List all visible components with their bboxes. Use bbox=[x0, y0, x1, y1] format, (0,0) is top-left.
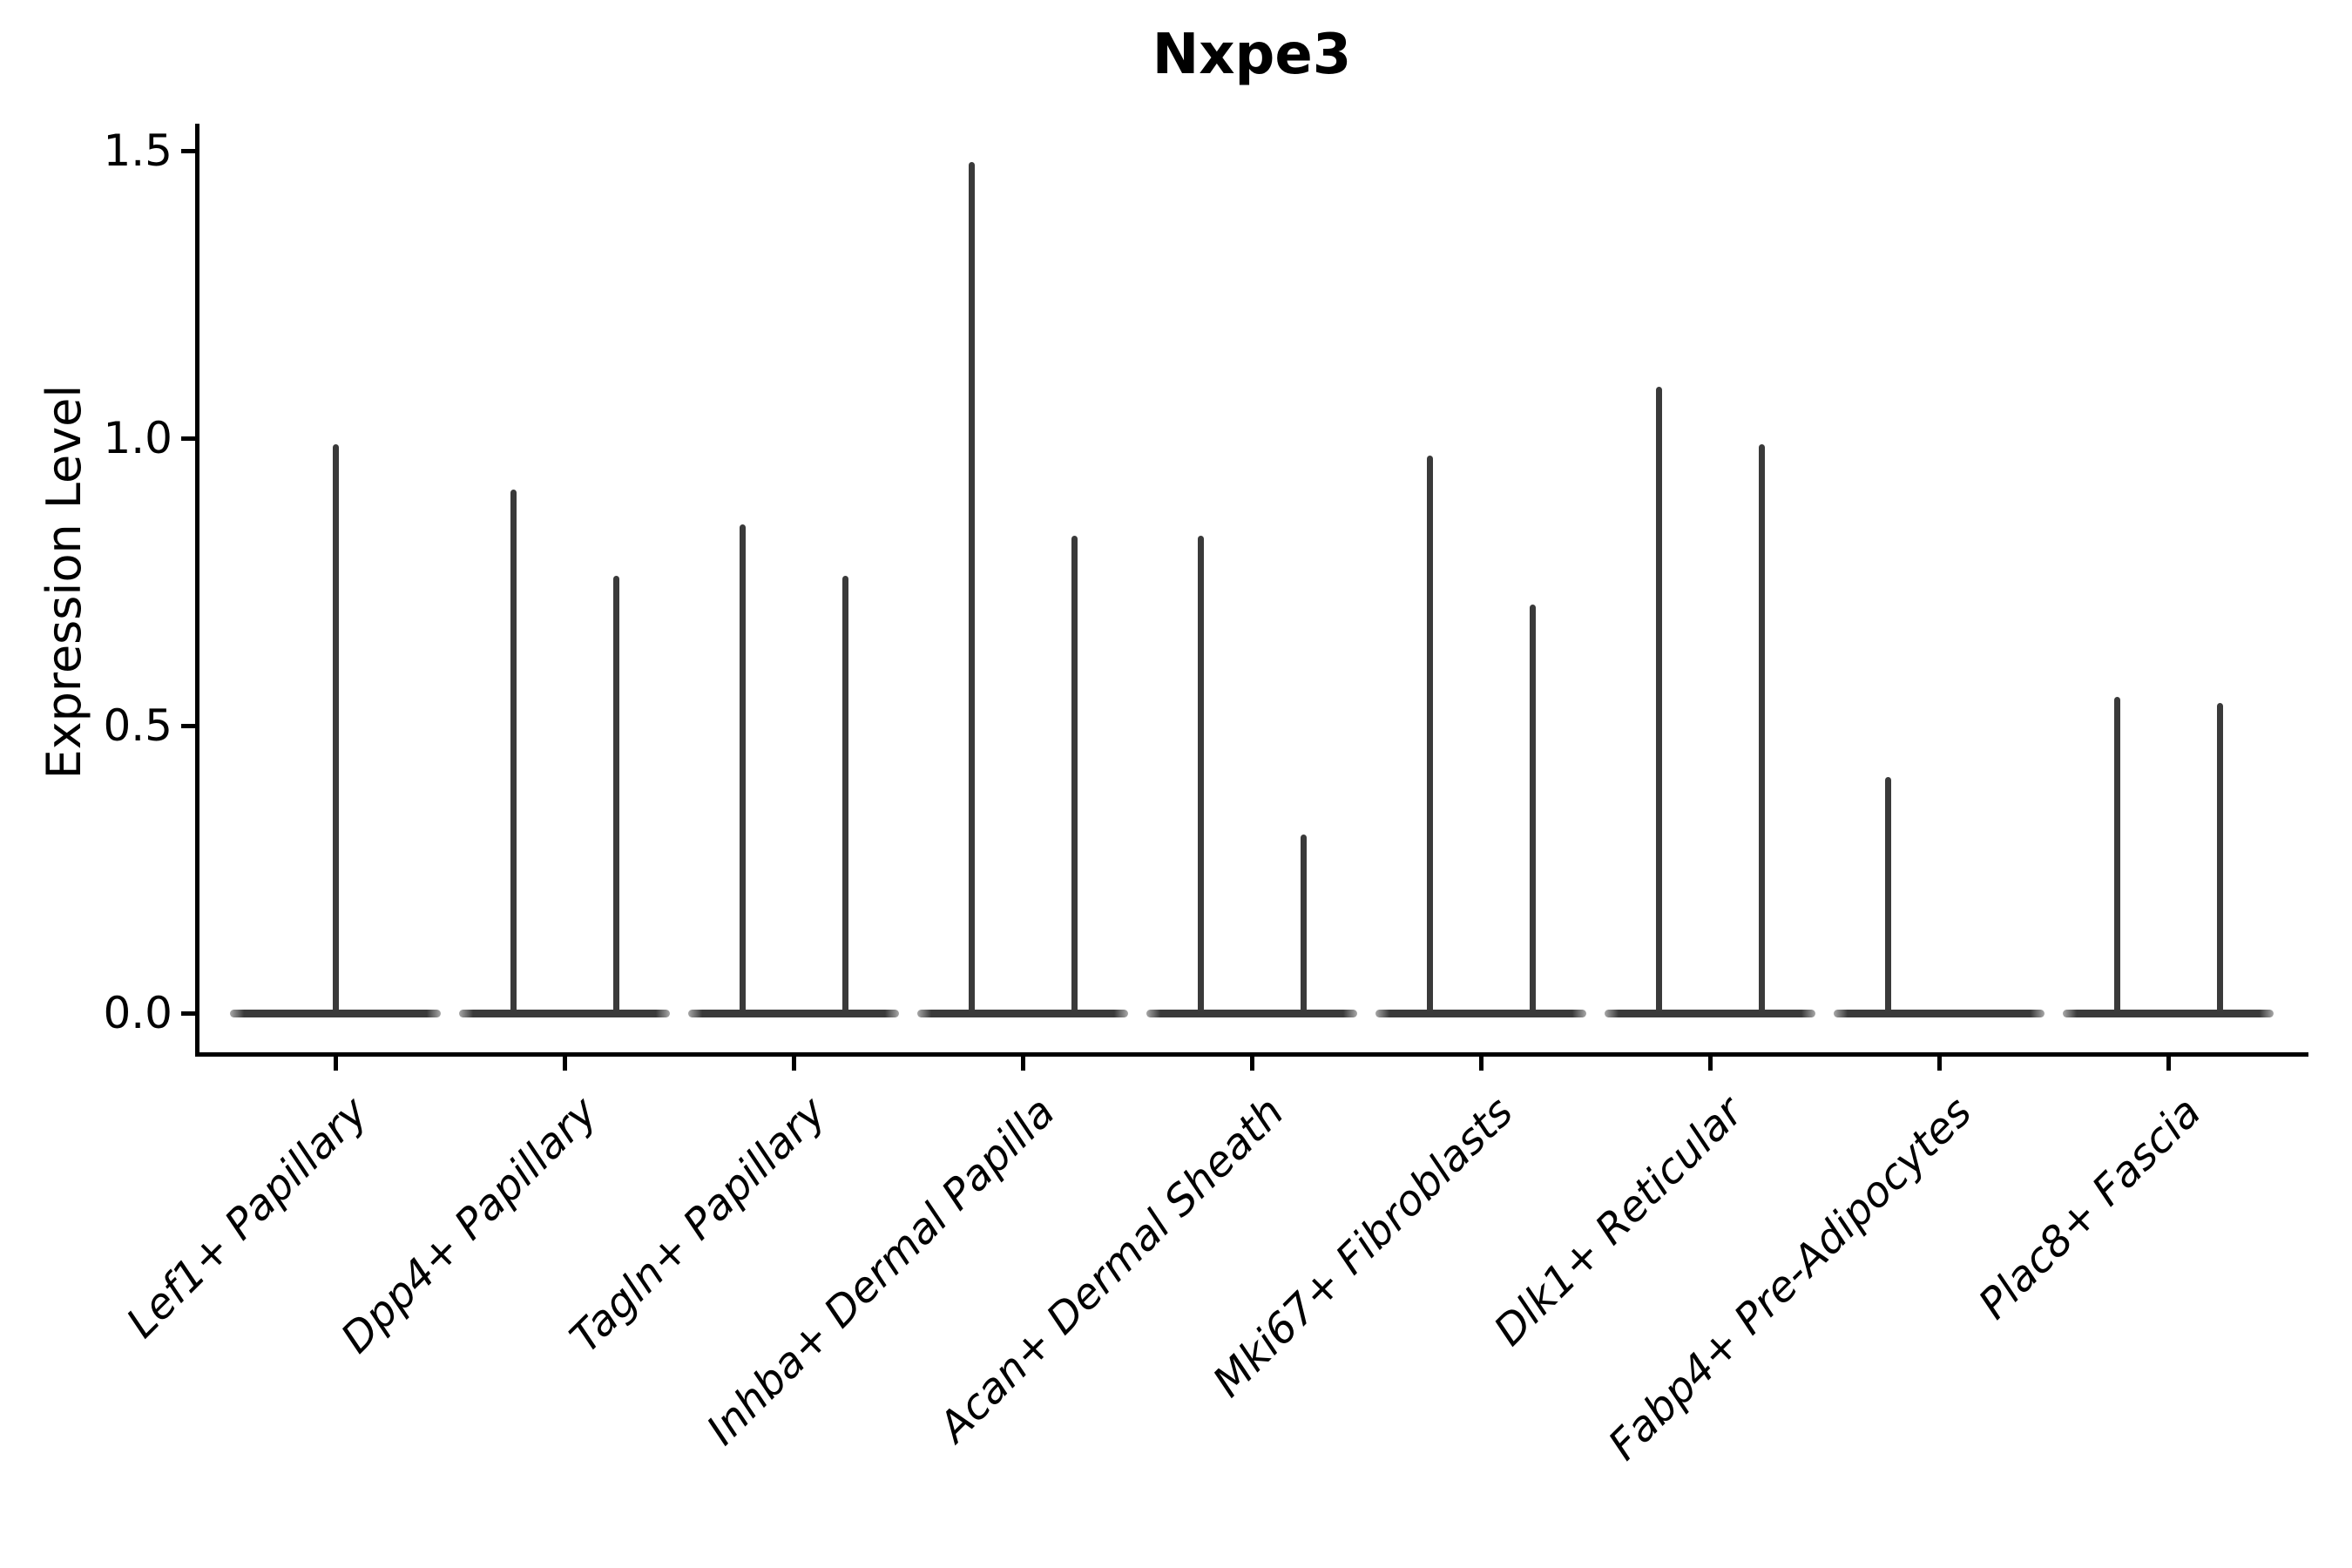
violin-spike bbox=[1300, 835, 1307, 1017]
x-tick-label: Dlk1+ Reticular bbox=[1484, 1087, 1753, 1355]
violin-baseline bbox=[688, 1009, 899, 1017]
x-tick bbox=[563, 1057, 567, 1071]
y-tick-label: 1.5 bbox=[103, 125, 172, 176]
violin-spike bbox=[968, 162, 975, 1017]
x-tick bbox=[1479, 1057, 1484, 1071]
violin-spike bbox=[510, 490, 517, 1017]
violin-spike bbox=[2216, 702, 2223, 1017]
violin-spike bbox=[2113, 697, 2120, 1017]
x-tick-label: Dpp4+ Papillary bbox=[331, 1087, 607, 1363]
y-tick bbox=[181, 1011, 195, 1016]
violin-spike bbox=[1197, 536, 1204, 1017]
x-tick-label: Tagln+ Papillary bbox=[560, 1087, 836, 1362]
x-tick-label: Fabp4+ Pre-Adipocytes bbox=[1598, 1087, 1982, 1470]
violin-baseline bbox=[1146, 1009, 1357, 1017]
violin-spike bbox=[612, 576, 619, 1017]
violin-baseline bbox=[1375, 1009, 1586, 1017]
violin-spike bbox=[1758, 443, 1765, 1017]
y-tick bbox=[181, 436, 195, 441]
violin-spike bbox=[1426, 455, 1433, 1017]
y-tick bbox=[181, 724, 195, 728]
x-tick-label: Plac8+ Fascia bbox=[1969, 1087, 2211, 1329]
y-tick bbox=[181, 149, 195, 153]
violin-spike bbox=[332, 443, 339, 1017]
violin-baseline bbox=[459, 1009, 670, 1017]
violin-spike bbox=[841, 576, 848, 1017]
violin-spike bbox=[1655, 386, 1662, 1017]
violin-spike bbox=[1071, 536, 1078, 1017]
violin-baseline bbox=[2063, 1009, 2274, 1017]
x-tick bbox=[334, 1057, 338, 1071]
x-tick bbox=[1250, 1057, 1254, 1071]
violin-spike bbox=[1529, 605, 1536, 1017]
violin-baseline bbox=[917, 1009, 1128, 1017]
y-tick-label: 0.0 bbox=[103, 988, 172, 1038]
violin-spike bbox=[739, 524, 746, 1017]
y-tick-label: 1.0 bbox=[103, 413, 172, 463]
y-tick-label: 0.5 bbox=[103, 700, 172, 751]
x-axis-spine bbox=[195, 1052, 2308, 1057]
violin-spike bbox=[1884, 777, 1891, 1017]
x-tick bbox=[2166, 1057, 2171, 1071]
violin-baseline bbox=[1605, 1009, 1815, 1017]
y-axis-spine bbox=[195, 124, 199, 1057]
x-tick bbox=[792, 1057, 796, 1071]
x-tick bbox=[1708, 1057, 1713, 1071]
violin-baseline bbox=[1834, 1009, 2044, 1017]
x-tick bbox=[1021, 1057, 1025, 1071]
x-tick bbox=[1937, 1057, 1942, 1071]
x-tick-label: Lef1+ Papillary bbox=[118, 1087, 378, 1348]
chart-title: Nxpe3 bbox=[1152, 23, 1352, 87]
